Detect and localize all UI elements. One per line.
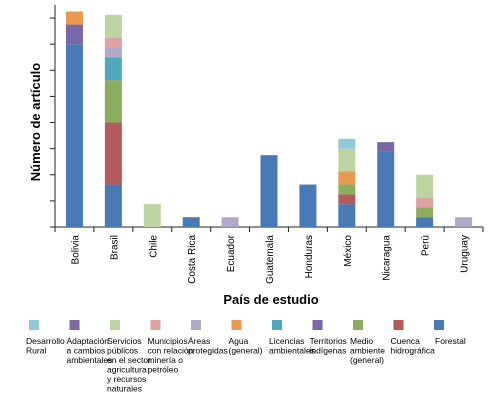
bar-segment xyxy=(299,184,317,227)
bar-segment xyxy=(182,217,200,227)
bar-segment xyxy=(338,184,356,195)
bar-segment xyxy=(338,204,356,227)
legend-label: Forestal xyxy=(435,336,466,346)
legend-swatch xyxy=(312,320,323,330)
x-tick-label: Bolivia xyxy=(70,235,81,265)
x-tick-label: Chile xyxy=(148,235,159,258)
legend-swatch xyxy=(110,320,120,330)
bar-segment xyxy=(104,184,122,227)
bar-segment xyxy=(338,171,356,185)
legend-label: Servicios públicos en el sector agricultura… xyxy=(107,336,151,394)
y-axis-label: Número de artículo xyxy=(28,63,43,182)
legend-label: Adaptación a cambios ambientales xyxy=(67,336,113,365)
bar-segment xyxy=(455,217,473,227)
bar-segment xyxy=(104,47,122,58)
x-tick-label: Honduras xyxy=(304,235,315,278)
legend-swatch xyxy=(393,320,404,330)
x-tick-label: México xyxy=(343,235,354,267)
x-tick-label: Brasil xyxy=(109,235,120,260)
bar-segment xyxy=(377,142,395,152)
x-tick-label: Nicaragua xyxy=(382,235,393,281)
bar-segment xyxy=(416,197,434,208)
x-tick-label: Perú xyxy=(421,235,432,256)
legend-label: Medio ambiente (general) xyxy=(350,336,385,365)
bar-segment xyxy=(338,148,356,172)
bar-segment xyxy=(221,217,239,227)
bar-segment xyxy=(338,194,356,205)
x-axis-title: País de estudio xyxy=(223,292,318,307)
bar-segment xyxy=(416,207,434,218)
legend-swatch xyxy=(191,320,201,330)
bar-segment xyxy=(104,80,122,123)
legend-label: Territorios indígenas xyxy=(310,336,347,356)
x-tick-label: Costa Rica xyxy=(187,235,198,284)
legend-label: Áreas protegidas xyxy=(188,336,228,356)
legend-swatch xyxy=(29,320,39,330)
x-tick-label: Ecuador xyxy=(226,234,237,272)
bar-segment xyxy=(65,11,83,25)
legend-swatch xyxy=(272,320,282,330)
bar-segment xyxy=(416,217,434,227)
legend-swatch xyxy=(231,320,242,330)
bar-segment xyxy=(65,24,83,45)
plot-area: Bolivia Brasil Chile Costa Rica Ecuador Guate… xyxy=(50,5,484,284)
legend-swatch xyxy=(353,320,363,330)
bar-segment xyxy=(104,14,122,38)
x-tick-label: Guatemala xyxy=(265,235,276,284)
bar-segment xyxy=(104,57,122,81)
bar-segment xyxy=(104,122,122,185)
legend-label: Licencias ambientales xyxy=(269,336,315,356)
legend-label: Cuenca hidrográfica xyxy=(391,336,436,356)
legend-label: Municipios con relación minería o petróleo xyxy=(148,336,194,375)
legend-label: Desarrollo Rural xyxy=(26,336,65,356)
bar-segment xyxy=(416,174,434,198)
bar-segment xyxy=(104,37,122,48)
bar-segment xyxy=(260,155,278,227)
legend-swatch xyxy=(69,320,80,330)
legend-swatch xyxy=(150,320,161,330)
x-tick-label: Uruguay xyxy=(460,235,471,273)
bar-segment xyxy=(338,138,356,149)
legend-swatch xyxy=(434,320,444,330)
bar-segment xyxy=(65,44,83,228)
bar-segment xyxy=(377,151,395,227)
legend-label: Agua (general) xyxy=(229,336,263,356)
bar-segment xyxy=(143,204,161,227)
